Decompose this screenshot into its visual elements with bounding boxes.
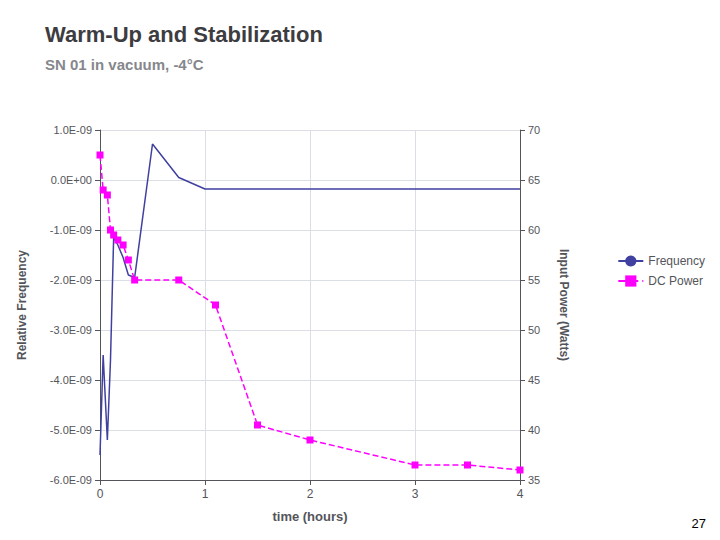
svg-text:70: 70 <box>528 124 540 136</box>
svg-text:Relative Frequency: Relative Frequency <box>15 250 29 360</box>
svg-text:40: 40 <box>528 424 540 436</box>
svg-text:0: 0 <box>97 487 104 501</box>
svg-text:1.0E-09: 1.0E-09 <box>53 124 92 136</box>
svg-text:35: 35 <box>528 474 540 486</box>
svg-text:60: 60 <box>528 224 540 236</box>
svg-text:50: 50 <box>528 324 540 336</box>
svg-text:27: 27 <box>692 516 706 531</box>
svg-text:-4.0E-09: -4.0E-09 <box>50 374 92 386</box>
svg-text:Frequency: Frequency <box>648 254 705 268</box>
svg-text:4: 4 <box>517 487 524 501</box>
svg-text:45: 45 <box>528 374 540 386</box>
svg-text:0.0E+00: 0.0E+00 <box>51 174 92 186</box>
svg-text:-3.0E-09: -3.0E-09 <box>50 324 92 336</box>
svg-text:1: 1 <box>202 487 209 501</box>
svg-text:2: 2 <box>307 487 314 501</box>
svg-text:-2.0E-09: -2.0E-09 <box>50 274 92 286</box>
svg-text:65: 65 <box>528 174 540 186</box>
svg-text:DC Power: DC Power <box>648 274 703 288</box>
svg-text:55: 55 <box>528 274 540 286</box>
svg-text:Warm-Up and Stabilization: Warm-Up and Stabilization <box>45 22 323 47</box>
svg-text:-6.0E-09: -6.0E-09 <box>50 474 92 486</box>
svg-text:Input Power (Watts): Input Power (Watts) <box>557 249 571 361</box>
svg-text:SN 01 in vacuum, -4°C: SN 01 in vacuum, -4°C <box>45 56 204 73</box>
svg-text:3: 3 <box>412 487 419 501</box>
svg-text:-1.0E-09: -1.0E-09 <box>50 224 92 236</box>
svg-text:-5.0E-09: -5.0E-09 <box>50 424 92 436</box>
svg-text:time (hours): time (hours) <box>272 509 347 524</box>
